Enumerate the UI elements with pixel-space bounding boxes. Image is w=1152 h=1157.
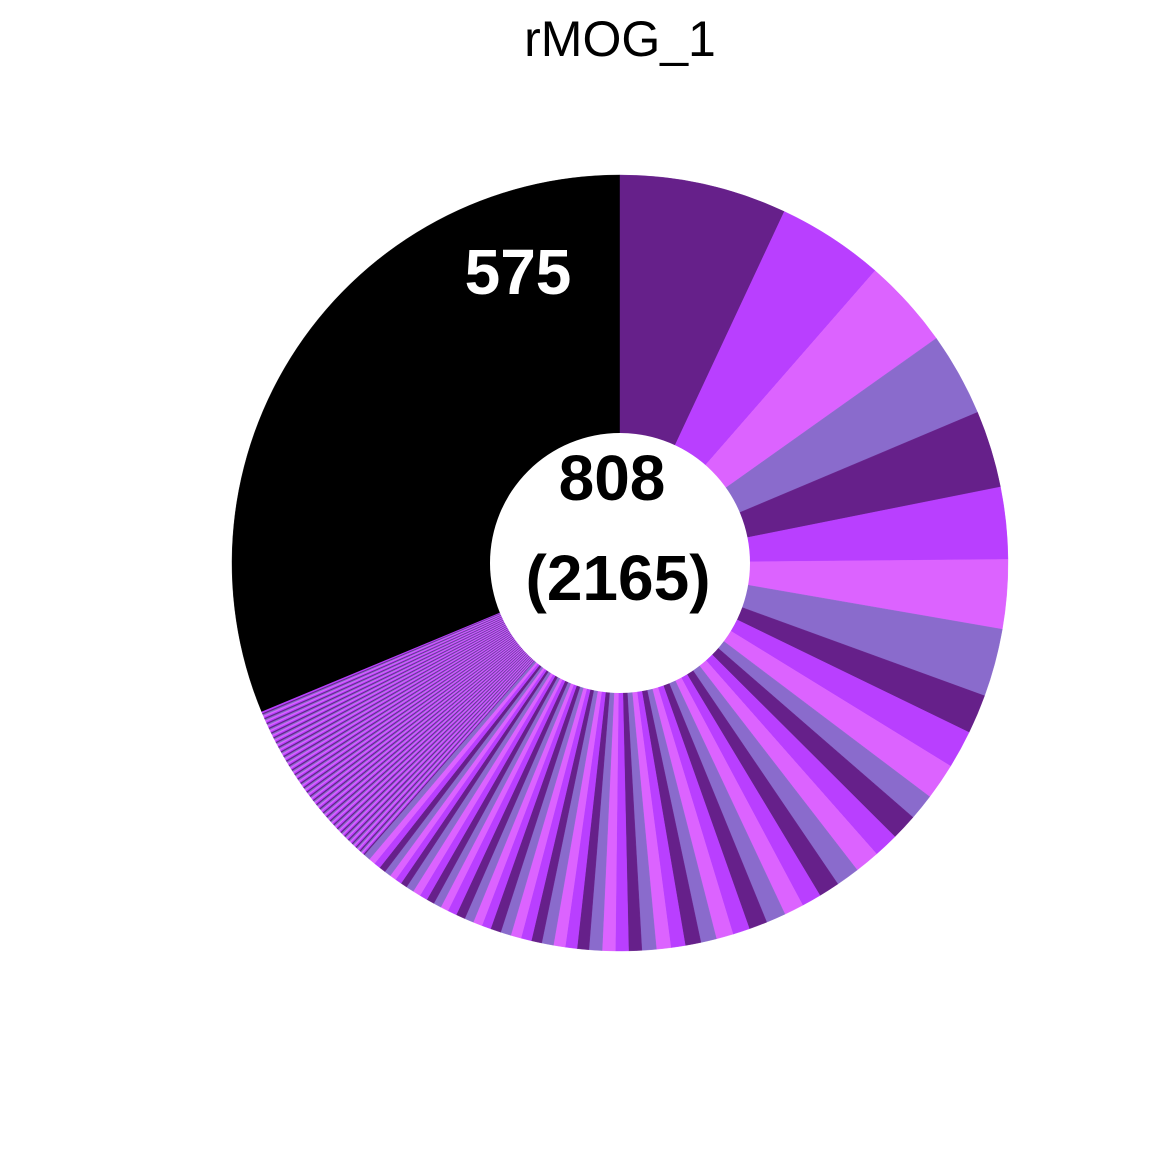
slice-label-top: 575 [465,236,572,308]
center-total-count: (2165) [526,542,711,614]
center-hole [490,433,750,693]
chart-title: rMOG_1 [524,11,716,67]
center-unique-count: 808 [559,442,666,514]
